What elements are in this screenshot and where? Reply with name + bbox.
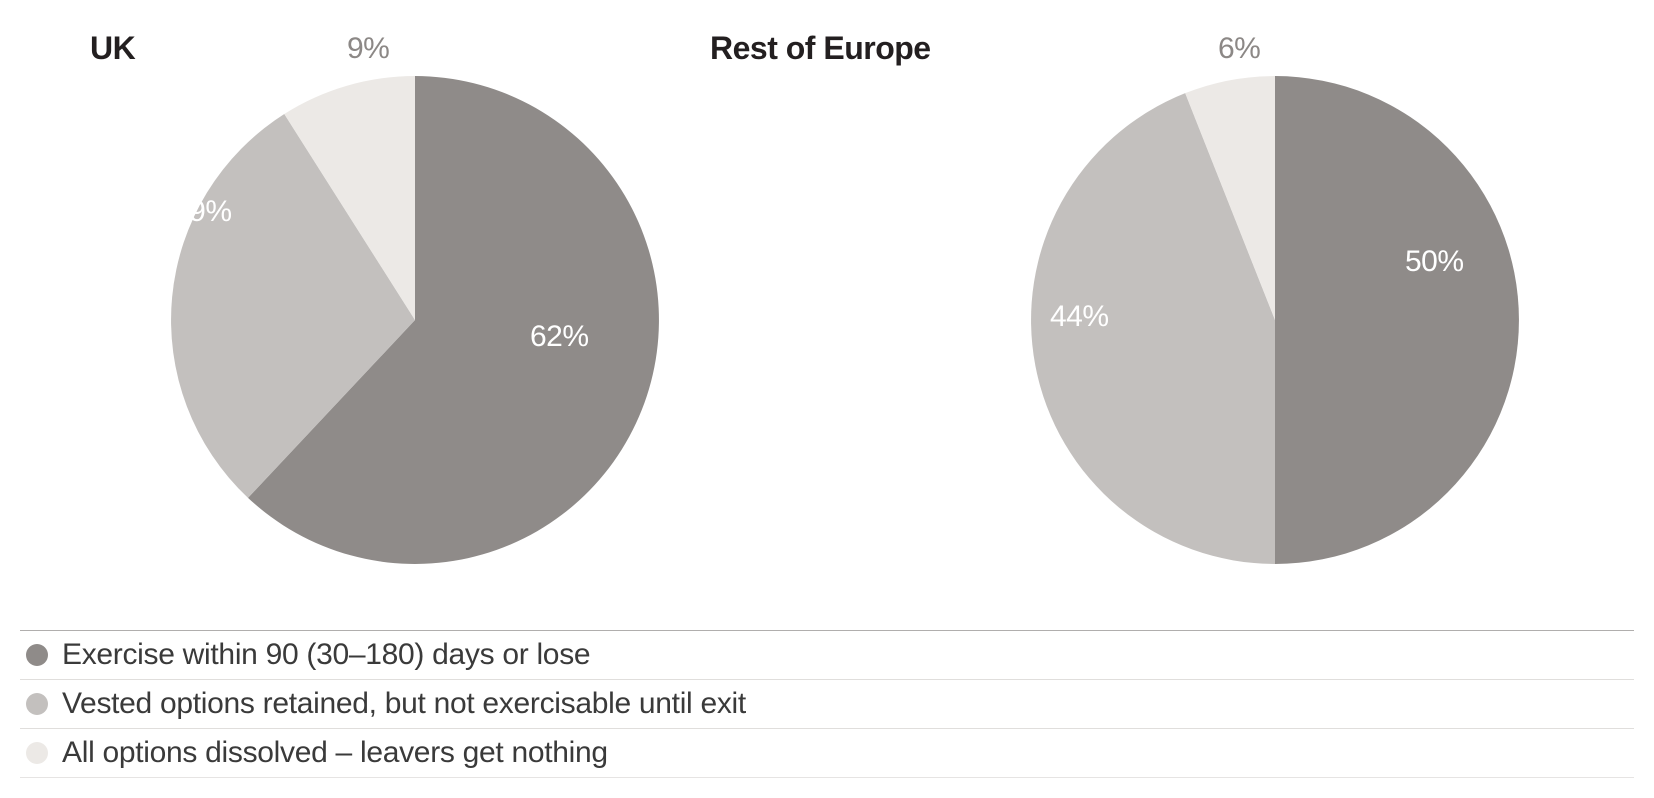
pie-chart-uk: UK 62% 29% 9% — [90, 10, 690, 630]
legend-row: Vested options retained, but not exercis… — [20, 679, 1634, 728]
chart-title: Rest of Europe — [710, 30, 931, 67]
slice-label: 62% — [530, 320, 589, 354]
legend-text: Exercise within 90 (30–180) days or lose — [62, 638, 590, 672]
pie-slice — [1275, 76, 1519, 564]
pie-svg — [140, 10, 690, 630]
chart-title: UK — [90, 30, 135, 67]
slice-label: 44% — [1050, 300, 1109, 334]
legend-row: Exercise within 90 (30–180) days or lose — [20, 630, 1634, 679]
charts-row: UK 62% 29% 9% Rest of Europe 50% 44% 6% — [0, 0, 1654, 630]
legend-row: All options dissolved – leavers get noth… — [20, 728, 1634, 778]
slice-label: 50% — [1405, 245, 1464, 279]
legend-text: All options dissolved – leavers get noth… — [62, 736, 608, 770]
legend: Exercise within 90 (30–180) days or lose… — [0, 630, 1654, 778]
legend-swatch — [26, 693, 48, 715]
slice-label: 6% — [1218, 32, 1260, 66]
slice-label: 9% — [347, 32, 389, 66]
slice-label: 29% — [173, 195, 232, 229]
legend-swatch — [26, 742, 48, 764]
pie-chart-rest-of-europe: Rest of Europe50%44%6% — [950, 10, 1550, 630]
legend-text: Vested options retained, but not exercis… — [62, 687, 746, 721]
legend-swatch — [26, 644, 48, 666]
